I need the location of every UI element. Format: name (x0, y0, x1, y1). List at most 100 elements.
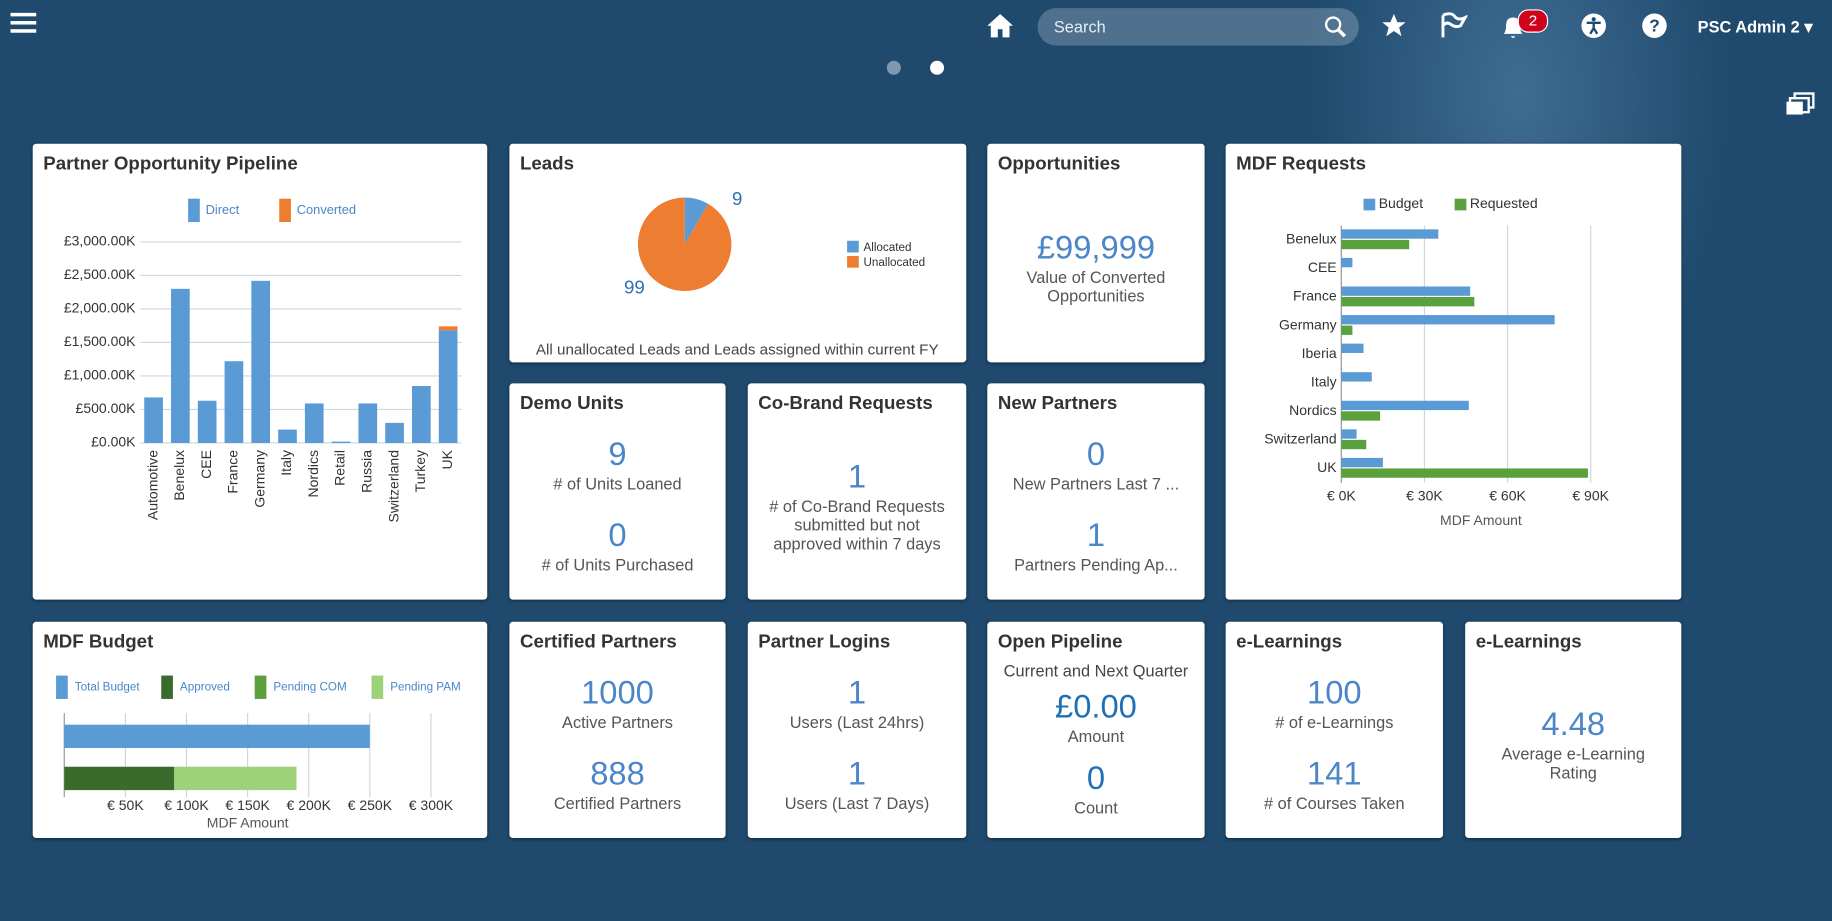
notification-badge[interactable]: 2 (1517, 9, 1549, 33)
tile[interactable]: Co-Brand Requests 1 # of Co-Brand Requests… (747, 383, 967, 600)
tile[interactable]: € 0K € 30K € 60K € 90K MDF Amount Budget Reque… (1225, 143, 1682, 600)
help-button[interactable]: ? (1642, 13, 1668, 39)
bar (1341, 429, 1357, 439)
tile[interactable]: £0.00K £500.00K £1,000.00K £1,500.00K £2,000… (32, 143, 488, 600)
page-indicator[interactable] (882, 58, 952, 77)
x-tick-label: Turkey (412, 450, 428, 492)
metrics: £0.00 Amount 0 Count (987, 680, 1204, 824)
x-tick-label: € 90K (1572, 487, 1609, 503)
bar (171, 288, 190, 443)
metrics: 100 # of e-Learnings 141 # of Courses Taken (1226, 662, 1443, 824)
legend-label: Converted (297, 202, 356, 217)
y-tick-label: £500.00K (76, 400, 137, 416)
metric-label: Value of Converted Opportunities (1026, 267, 1166, 305)
y-tick-label: France (1293, 288, 1337, 304)
y-tick-label: Germany (1279, 316, 1337, 332)
metric: 0 New Partners Last 7 ... (999, 435, 1193, 493)
chart: 9 Allocated 99 Unallocated All unallocated L… (536, 188, 939, 359)
x-axis-label: MDF Amount (1440, 512, 1522, 528)
tile-title: Certified Partners (519, 632, 677, 653)
tile[interactable]: New Partners 0 New Partners Last 7 ... 1 Par… (987, 383, 1205, 600)
bar (1341, 400, 1469, 411)
menu-button[interactable] (9, 12, 37, 35)
bar (1341, 229, 1439, 239)
metric-value: 4.48 (1541, 705, 1606, 742)
y-tick-label: £1,500.00K (64, 333, 136, 349)
metric-label: Active Partners (562, 712, 673, 732)
search-placeholder: Search (1053, 17, 1106, 37)
metric-label: Users (Last 7 Days) (784, 793, 930, 813)
metric-value: 1000 (581, 674, 654, 711)
x-tick-label: € 200K (287, 797, 332, 813)
x-tick-label: Germany (251, 450, 267, 508)
metric: 141 # of Courses Taken (1250, 754, 1419, 812)
favorites-button[interactable] (1381, 13, 1407, 39)
metrics: £99,999 Value of Converted Opportunities (987, 184, 1204, 349)
data-label: 99 (624, 277, 645, 298)
user-menu[interactable]: PSC Admin 2 ▾ (1697, 17, 1813, 37)
x-tick-label: € 60K (1489, 487, 1526, 503)
home-button[interactable] (986, 13, 1014, 39)
metric-value: 0 (1086, 760, 1106, 797)
metric-value: 9 (608, 435, 627, 472)
user-name: PSC Admin 2 (1697, 17, 1800, 37)
bar (1341, 372, 1372, 382)
tile-title: Open Pipeline (997, 632, 1123, 653)
tile[interactable]: Certified Partners 1000 Active Partners 888… (509, 621, 726, 839)
metric: 1000 Active Partners (548, 673, 687, 731)
metric: 1 Users (Last 24hrs) (776, 673, 939, 731)
tile[interactable]: Partner Logins 1 Users (Last 24hrs) 1 Users … (747, 621, 967, 839)
tile-title: New Partners (997, 393, 1118, 414)
bar (438, 326, 458, 331)
x-tick-label: € 250K (348, 797, 393, 813)
tile[interactable]: € 50K € 100K € 150K € 200K € 250K € 300K MDF A… (32, 621, 488, 839)
metrics: 1 Users (Last 24hrs) 1 Users (Last 7 Days) (748, 662, 966, 824)
tile[interactable]: e-Learnings 100 # of e-Learnings 141 # of Co… (1225, 621, 1443, 839)
tile[interactable]: Demo Units 9 # of Units Loaned 0 # of Units … (509, 383, 726, 600)
tile[interactable]: Opportunities £99,999 Value of Converted O… (987, 143, 1205, 363)
tile[interactable]: e-Learnings 4.48 Average e-Learning Rating (1465, 621, 1682, 839)
legend-label: Requested (1470, 195, 1538, 211)
y-tick-label: £0.00K (91, 434, 136, 450)
x-tick-label: € 100K (164, 797, 209, 813)
bar (1341, 343, 1364, 353)
tile[interactable]: Open Pipeline Current and Next Quarter £0.… (987, 621, 1205, 839)
flag-button[interactable] (1439, 12, 1468, 40)
metric-label: Partners Pending Ap... (1014, 555, 1178, 575)
metric-label: Count (1074, 798, 1118, 818)
tile[interactable]: 9 Allocated 99 Unallocated All unallocated L… (509, 143, 967, 363)
bar (412, 386, 431, 443)
tile-title: Partner Logins (758, 632, 891, 653)
bar (1341, 286, 1471, 296)
search-box[interactable]: Search (1037, 8, 1359, 46)
bar (358, 403, 378, 443)
y-tick-label: Italy (1311, 373, 1337, 389)
metric-label: # of Co-Brand Requests submitted but not… (769, 496, 945, 553)
y-tick-label: £1,000.00K (64, 367, 136, 383)
x-tick-label: Benelux (171, 450, 187, 501)
metric-value: 1 (847, 674, 867, 711)
bar (1341, 297, 1475, 307)
tile-title: MDF Requests (1236, 154, 1367, 175)
x-tick-label: CEE (198, 450, 214, 479)
x-tick-label: € 300K (409, 797, 454, 813)
notifications-button[interactable] (1499, 14, 1527, 40)
search-icon[interactable] (1324, 15, 1347, 38)
metric-value: £99,999 (1036, 228, 1156, 265)
legend-swatch (1454, 198, 1467, 211)
metric-value: 141 (1307, 755, 1362, 792)
bar (1341, 411, 1381, 421)
x-tick-label: Nordics (305, 450, 321, 498)
y-tick-label: Benelux (1286, 231, 1337, 247)
bar (1341, 315, 1555, 325)
metrics: 1 # of Co-Brand Requests submitted but no… (748, 423, 966, 585)
metric-value: 1 (1086, 516, 1106, 554)
accessibility-button[interactable] (1581, 13, 1607, 39)
metrics: 0 New Partners Last 7 ... 1 Partners Pendin… (987, 423, 1204, 585)
x-tick-label: France (225, 450, 241, 494)
tile-menu-button[interactable] (1785, 91, 1815, 117)
tile-title: Leads (519, 154, 574, 175)
metric: 0 Count (1060, 759, 1132, 817)
metric-label: # of e-Learnings (1275, 712, 1394, 732)
legend-swatch (371, 675, 384, 699)
